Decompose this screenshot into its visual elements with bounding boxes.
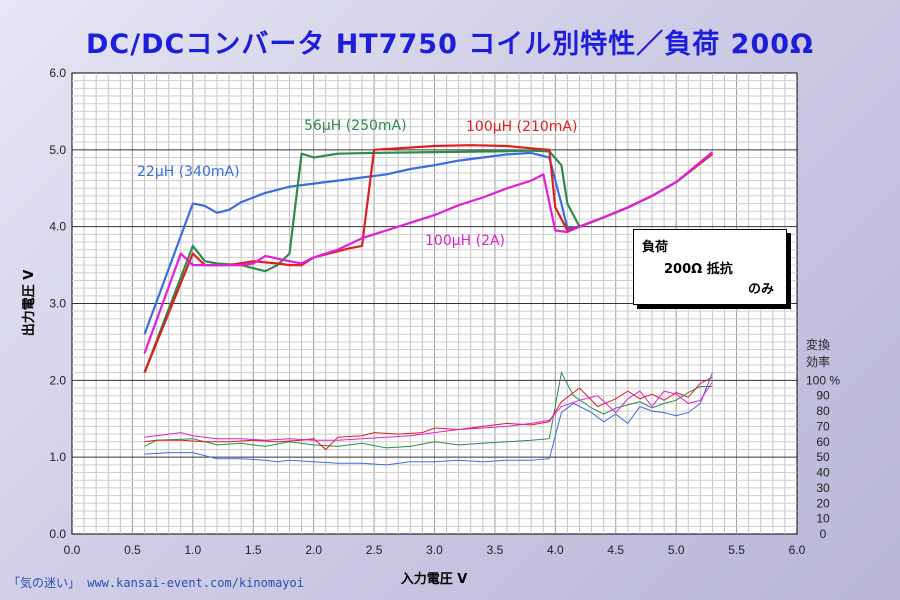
x-tick-label: 3.0: [426, 543, 443, 557]
series-label: 22μH (340mA): [137, 164, 240, 180]
y2-tick-label: 80: [816, 404, 830, 418]
series-label: 56μH (250mA): [304, 118, 407, 134]
y-tick-label: 2.0: [49, 373, 66, 387]
x-tick-label: 6.0: [789, 543, 806, 557]
y2-tick-label: 60: [816, 435, 830, 449]
note-line-2: 200Ω 抵抗: [664, 262, 733, 277]
efficiency-line: [144, 372, 713, 466]
y2-tick-label: 50: [816, 450, 830, 464]
y2-tick-label: 0: [820, 527, 827, 541]
y-tick-label: 6.0: [49, 66, 66, 80]
x-tick-label: 0.0: [64, 543, 81, 557]
y2-tick-label: 70: [816, 419, 830, 433]
x-tick-label: 1.5: [245, 543, 262, 557]
y2-tick-label: 20: [816, 496, 830, 510]
efficiency-line: [144, 371, 713, 449]
note-line-3: のみ: [748, 282, 775, 297]
y2-tick-label: 100 %: [806, 373, 840, 387]
y-tick-label: 1.0: [49, 450, 66, 464]
note-line-1: 負荷: [642, 240, 669, 255]
y2-tick-label: 10: [816, 512, 830, 526]
x-tick-label: 5.5: [728, 543, 745, 557]
x-axis-title: 入力電圧 V: [401, 571, 468, 587]
x-tick-label: 2.5: [366, 543, 383, 557]
x-tick-label: 3.5: [487, 543, 504, 557]
series-label: 100μH (2A): [425, 233, 505, 249]
x-tick-label: 4.5: [607, 543, 624, 557]
x-tick-label: 2.0: [305, 543, 322, 557]
series-lines: [143, 144, 714, 466]
x-tick-label: 1.0: [184, 543, 201, 557]
load-note: 負荷 200Ω 抵抗 のみ: [633, 229, 787, 305]
y-tick-label: 5.0: [49, 143, 66, 157]
voltage-line: [143, 151, 714, 354]
y-tick-label: 4.0: [49, 220, 66, 234]
y-axis-title: 出力電圧 V: [21, 270, 37, 337]
series-labels: 22μH (340mA) 56μH (250mA) 100μH (210mA) 100…: [137, 118, 577, 249]
y2-axis-title-2: 効率: [806, 354, 830, 369]
y2-tick-label: 30: [816, 481, 830, 495]
footer-credit: 「気の迷い」 www.kansai-event.com/kinomayoi: [8, 576, 304, 590]
x-tick-label: 4.0: [547, 543, 564, 557]
y-tick-label: 3.0: [49, 297, 66, 311]
efficiency-line: [144, 381, 713, 441]
x-tick-label: 5.0: [668, 543, 685, 557]
y2-tick-label: 90: [816, 389, 830, 403]
series-label: 100μH (210mA): [466, 119, 577, 135]
chart-title: DC/DCコンバータ HT7750 コイル別特性／負荷 200Ω: [86, 29, 814, 60]
y-tick-label: 0.0: [49, 527, 66, 541]
x-tick-label: 0.5: [124, 543, 141, 557]
axis-ticks: 0.0 0.5 1.0 1.5 2.0 2.5 3.0 3.5 4.0 4.5 5.0 5.5 6.0 0…: [49, 66, 840, 557]
y2-axis-title-1: 変換: [806, 337, 830, 352]
y2-tick-label: 40: [816, 466, 830, 480]
